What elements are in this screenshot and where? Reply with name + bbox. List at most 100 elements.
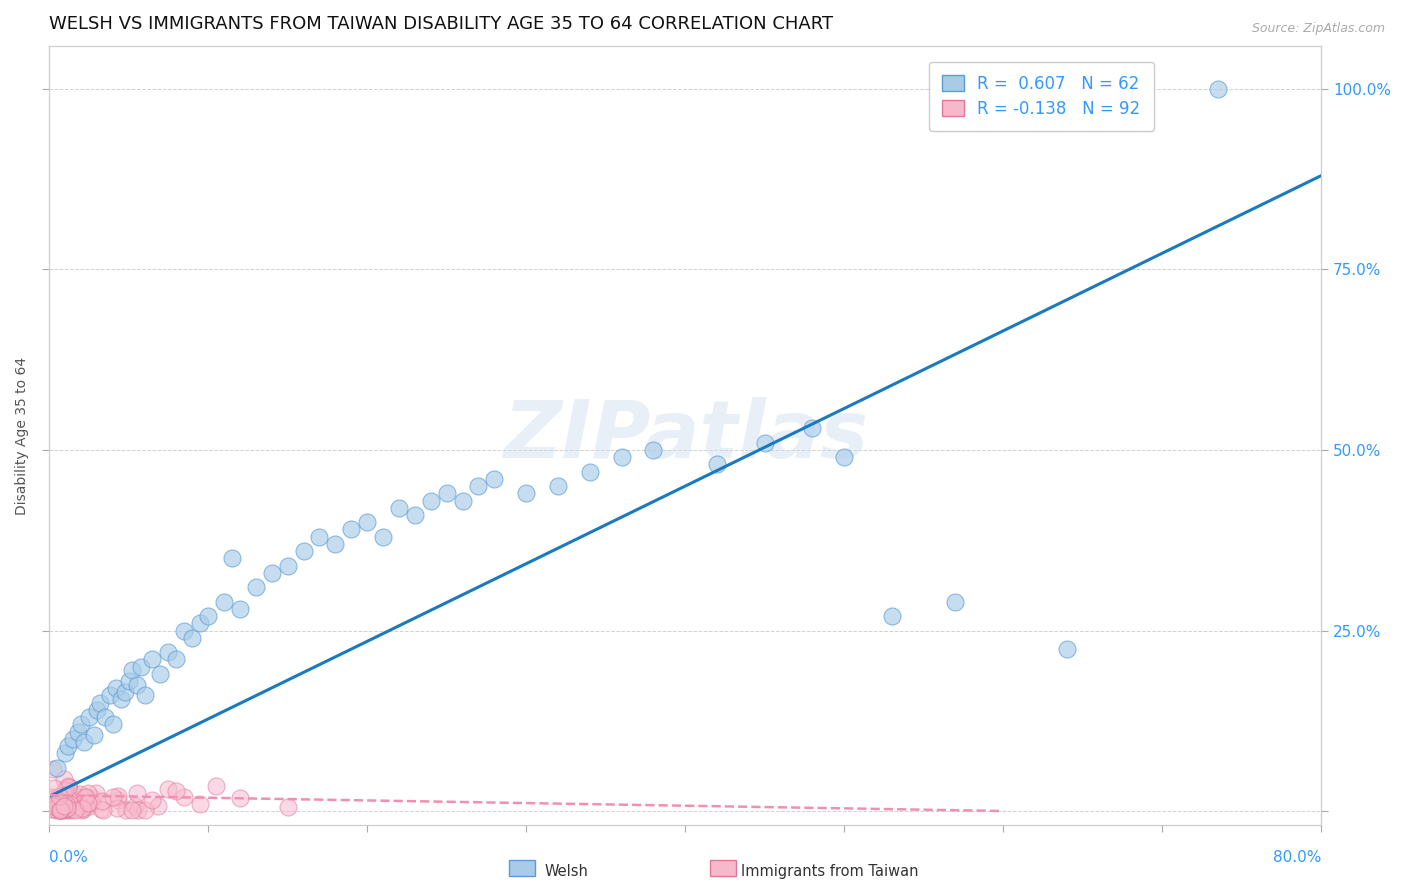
Point: [60, 793, 83, 807]
Point: [48, 803, 70, 817]
Point: [371, 530, 394, 544]
Point: [51, 790, 73, 805]
Point: [197, 609, 219, 624]
Point: [388, 500, 411, 515]
Point: [277, 800, 299, 814]
Point: [80, 795, 103, 809]
Point: [148, 798, 170, 813]
Point: [801, 421, 824, 435]
Point: [51, 789, 73, 803]
Point: [127, 803, 149, 817]
Text: ZIPatlas: ZIPatlas: [503, 397, 868, 475]
Point: [229, 602, 252, 616]
Point: [48, 790, 70, 805]
Point: [260, 566, 283, 580]
Point: [66, 724, 89, 739]
Point: [76, 786, 98, 800]
Point: [65, 789, 87, 804]
Point: [44, 781, 66, 796]
Point: [56, 797, 79, 812]
Point: [610, 450, 633, 465]
Point: [104, 681, 127, 696]
Point: [53, 772, 76, 786]
Point: [48, 803, 70, 817]
Point: [73, 735, 96, 749]
Point: [149, 666, 172, 681]
Point: [89, 696, 111, 710]
Point: [53, 788, 76, 802]
Point: [1056, 641, 1078, 656]
Point: [66, 799, 89, 814]
Point: [48, 797, 70, 811]
Point: [51, 803, 73, 817]
Point: [60, 791, 83, 805]
Point: [515, 486, 537, 500]
Point: [125, 786, 148, 800]
Point: [53, 783, 76, 797]
Point: [55, 797, 77, 812]
Point: [141, 652, 163, 666]
Text: 80.0%: 80.0%: [1272, 850, 1322, 865]
Point: [77, 799, 100, 814]
Point: [245, 580, 267, 594]
Point: [82, 791, 104, 805]
Point: [131, 659, 153, 673]
Point: [134, 803, 156, 817]
Point: [69, 798, 91, 813]
Point: [83, 728, 105, 742]
Point: [94, 710, 117, 724]
Point: [42, 791, 65, 805]
Text: Welsh: Welsh: [544, 863, 589, 879]
Point: [70, 801, 93, 815]
Point: [121, 663, 143, 677]
Point: [53, 802, 76, 816]
Point: [59, 797, 82, 811]
Point: [173, 624, 195, 638]
Point: [62, 731, 84, 746]
Point: [188, 797, 211, 811]
Point: [84, 786, 107, 800]
Point: [75, 797, 97, 812]
Point: [46, 790, 69, 805]
Point: [205, 779, 228, 793]
Point: [578, 465, 600, 479]
Point: [56, 803, 79, 817]
Point: [101, 717, 124, 731]
Point: [121, 803, 143, 817]
Point: [419, 493, 441, 508]
Point: [832, 450, 855, 465]
Point: [643, 442, 665, 457]
Point: [165, 652, 187, 666]
Point: [134, 689, 156, 703]
Point: [45, 797, 67, 812]
Point: [181, 631, 204, 645]
Point: [706, 458, 728, 472]
Point: [53, 798, 76, 813]
Point: [107, 789, 129, 803]
Point: [45, 800, 67, 814]
Legend: R =  0.607   N = 62, R = -0.138   N = 92: R = 0.607 N = 62, R = -0.138 N = 92: [929, 62, 1154, 131]
Point: [467, 479, 489, 493]
Text: Source: ZipAtlas.com: Source: ZipAtlas.com: [1251, 22, 1385, 36]
Point: [124, 799, 146, 814]
Point: [56, 800, 79, 814]
Point: [41, 802, 63, 816]
Point: [451, 493, 474, 508]
Point: [59, 793, 82, 807]
Point: [55, 790, 77, 805]
Point: [229, 791, 252, 805]
Point: [277, 558, 299, 573]
Point: [77, 710, 100, 724]
Point: [90, 794, 112, 808]
Point: [91, 803, 114, 817]
Text: WELSH VS IMMIGRANTS FROM TAIWAN DISABILITY AGE 35 TO 64 CORRELATION CHART: WELSH VS IMMIGRANTS FROM TAIWAN DISABILI…: [49, 15, 834, 33]
Point: [86, 703, 108, 717]
Point: [49, 803, 72, 817]
Point: [125, 678, 148, 692]
Y-axis label: Disability Age 35 to 64: Disability Age 35 to 64: [15, 357, 30, 515]
Point: [41, 795, 63, 809]
Point: [44, 802, 66, 816]
Point: [55, 795, 77, 809]
Point: [41, 798, 63, 813]
Point: [404, 508, 426, 522]
